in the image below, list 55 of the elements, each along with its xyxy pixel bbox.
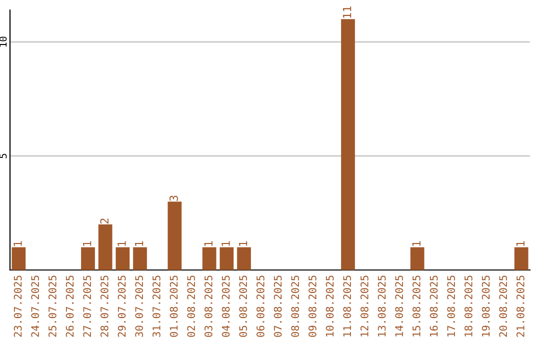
- x-tick-label: 26.07.2025: [66, 276, 74, 337]
- bar: [81, 247, 95, 270]
- bar: [410, 247, 424, 270]
- data-label: 1: [82, 241, 92, 246]
- x-tick-label: 30.07.2025: [135, 276, 144, 337]
- x-tick-label: 11.08.2025: [343, 276, 352, 336]
- data-label: 1: [222, 241, 230, 246]
- x-tick-label: 18.08.2025: [464, 276, 472, 336]
- x-tick-label: 07.08.2025: [274, 276, 282, 337]
- x-tick-label: 25.07.2025: [48, 276, 56, 337]
- bar: [514, 247, 528, 270]
- x-tick-label: 21.08.2025: [516, 276, 524, 337]
- x-tick-label: 14.08.2025: [395, 276, 404, 336]
- x-tick-label: 10.08.2025: [326, 276, 334, 336]
- data-label: 2: [100, 218, 108, 224]
- x-tick-label: 04.08.2025: [222, 276, 230, 337]
- x-tick-label: 01.08.2025: [170, 276, 178, 337]
- x-tick-label: 20.08.2025: [499, 276, 508, 337]
- bar: [98, 224, 112, 270]
- x-tick-label: 03.08.2025: [204, 276, 212, 337]
- bar: [202, 247, 216, 270]
- data-label: 11: [342, 6, 352, 18]
- x-tick-label: 06.08.2025: [256, 276, 264, 337]
- bar: [168, 202, 182, 270]
- data-label: 1: [238, 241, 248, 246]
- bar: [237, 247, 251, 270]
- data-label: 1: [516, 241, 524, 246]
- x-tick-label: 19.08.2025: [482, 276, 490, 336]
- x-tick-label: 08.08.2025: [291, 276, 300, 337]
- x-tick-label: 23.07.2025: [14, 276, 22, 337]
- x-tick-label: 15.08.2025: [412, 276, 420, 336]
- data-label: 3: [170, 196, 178, 201]
- data-label: 1: [204, 241, 212, 246]
- x-tick-label: 12.08.2025: [360, 276, 368, 336]
- y-tick-label: 5: [0, 154, 7, 158]
- x-tick-label: 27.07.2025: [83, 276, 92, 337]
- bar: [341, 19, 355, 270]
- bar: [133, 247, 147, 270]
- data-label: 1: [412, 241, 420, 246]
- bar: [116, 247, 130, 270]
- data-label: 1: [134, 241, 144, 246]
- data-label: 1: [14, 241, 22, 246]
- x-tick-label: 02.08.2025: [187, 276, 196, 337]
- x-tick-label: 13.08.2025: [378, 276, 386, 336]
- x-tick-label: 29.07.2025: [118, 276, 126, 337]
- x-tick-label: 16.08.2025: [430, 276, 438, 336]
- x-tick-label: 17.08.2025: [447, 276, 456, 336]
- x-tick-label: 09.08.2025: [308, 276, 316, 337]
- bar: [220, 247, 234, 270]
- bar: [12, 247, 26, 270]
- data-label: 1: [118, 241, 126, 246]
- x-tick-label: 31.07.2025: [152, 276, 160, 337]
- x-tick-label: 24.07.2025: [31, 276, 40, 337]
- x-tick-label: 28.07.2025: [100, 276, 108, 337]
- x-tick-label: 05.08.2025: [239, 276, 248, 337]
